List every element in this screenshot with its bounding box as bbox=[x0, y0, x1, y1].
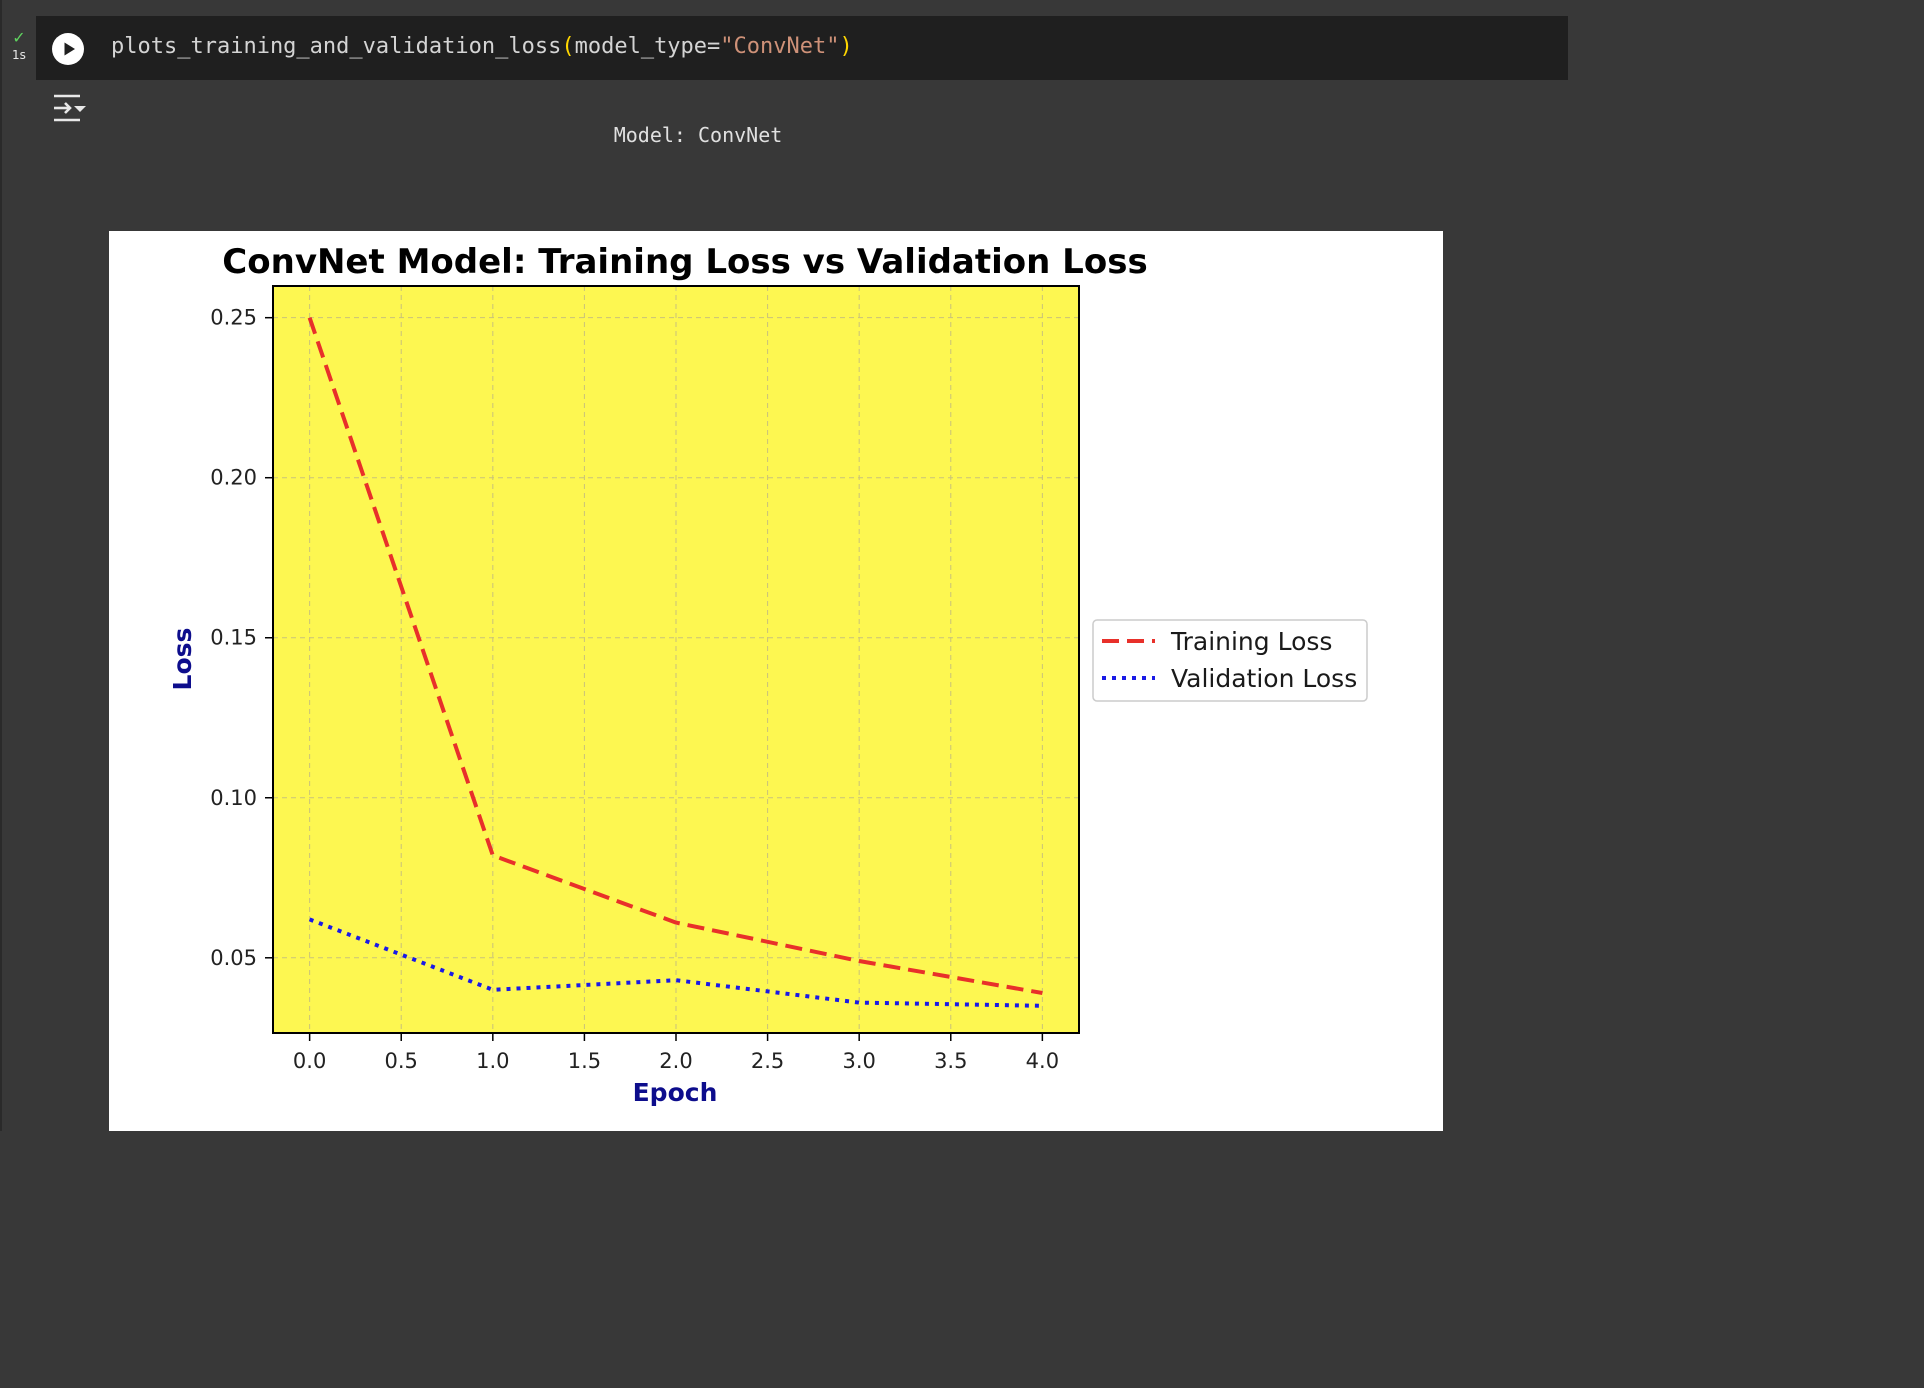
legend: Training Loss Validation Loss bbox=[1092, 619, 1368, 702]
output-collapse-icon bbox=[54, 94, 86, 122]
run-cell-button[interactable] bbox=[52, 33, 84, 65]
cell-top-strip bbox=[0, 0, 1568, 16]
training-loss-line bbox=[307, 317, 1043, 995]
x-axis-label: Epoch bbox=[633, 1078, 718, 1107]
cell-execution-status: ✓ 1s bbox=[6, 28, 32, 63]
x-tick-label: 3.5 bbox=[934, 1049, 967, 1073]
x-tick-label: 1.0 bbox=[476, 1049, 509, 1073]
legend-box bbox=[1092, 619, 1368, 702]
legend-training-label: Training Loss bbox=[1170, 627, 1332, 656]
play-icon bbox=[64, 42, 75, 56]
code-cell-editor[interactable] bbox=[36, 16, 1568, 80]
axis-ticks: 0.0 0.5 1.0 1.5 2.0 2.5 3.0 3.5 4.0 0.05 0.10 0.15 0… bbox=[210, 306, 1059, 1073]
code-line[interactable]: plots_training_and_validation_loss(model… bbox=[111, 31, 853, 63]
model-output-text: Model: ConvNet bbox=[613, 123, 783, 147]
code-function-name: plots_training_and_validation_loss bbox=[111, 34, 562, 59]
notebook-page: ✓ 1s plots_training_and_validation_loss(… bbox=[0, 0, 1568, 1131]
loss-plot-figure: ConvNet Model: Training Loss vs Validati… bbox=[109, 231, 1443, 1131]
x-tick-label: 1.5 bbox=[568, 1049, 601, 1073]
grid-lines bbox=[273, 286, 1079, 1033]
loss-chart: ConvNet Model: Training Loss vs Validati… bbox=[168, 242, 1368, 1107]
left-gutter bbox=[0, 0, 2, 1131]
y-axis-label: Loss bbox=[168, 628, 197, 691]
x-tick-label: 2.0 bbox=[659, 1049, 692, 1073]
execution-time: 1s bbox=[12, 48, 26, 62]
x-tick-label: 3.0 bbox=[842, 1049, 875, 1073]
y-tick-label: 0.25 bbox=[210, 306, 257, 330]
x-tick-label: 2.5 bbox=[751, 1049, 784, 1073]
y-tick-label: 0.15 bbox=[210, 626, 257, 650]
validation-loss-line bbox=[308, 917, 1043, 1008]
check-icon: ✓ bbox=[12, 28, 26, 47]
output-toggle-button[interactable] bbox=[50, 92, 88, 124]
code-open-paren: ( bbox=[561, 34, 575, 59]
y-tick-label: 0.05 bbox=[210, 946, 257, 970]
chart-title: ConvNet Model: Training Loss vs Validati… bbox=[222, 242, 1147, 282]
code-close-paren: ) bbox=[839, 34, 853, 59]
code-argument-value: "ConvNet" bbox=[720, 34, 840, 59]
y-tick-label: 0.10 bbox=[210, 786, 257, 810]
x-tick-label: 0.5 bbox=[385, 1049, 418, 1073]
y-tick-label: 0.20 bbox=[210, 466, 257, 490]
x-tick-label: 4.0 bbox=[1026, 1049, 1059, 1073]
legend-validation-label: Validation Loss bbox=[1171, 664, 1357, 693]
data-series bbox=[307, 317, 1043, 1008]
x-tick-label: 0.0 bbox=[293, 1049, 326, 1073]
code-argument-name: model_type= bbox=[574, 34, 721, 59]
